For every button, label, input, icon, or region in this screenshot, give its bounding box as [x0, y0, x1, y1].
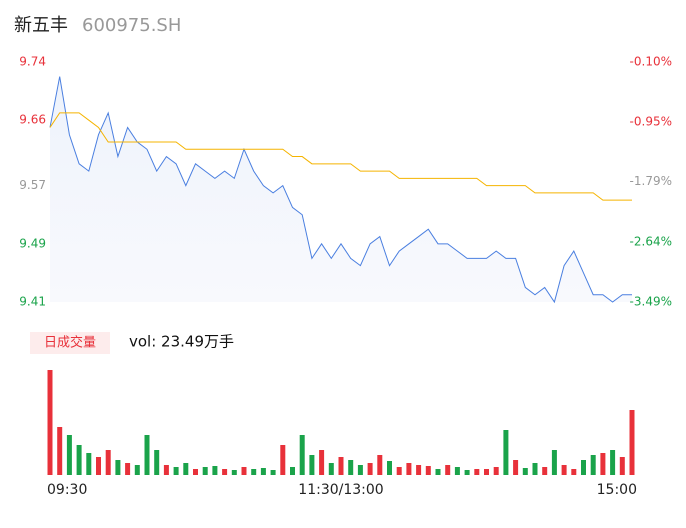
volume-bar — [367, 463, 373, 475]
volume-bar — [270, 470, 276, 475]
volume-bar — [406, 463, 412, 475]
y2-tick-label: -2.64% — [630, 234, 672, 248]
volume-bar — [299, 435, 305, 475]
volume-bar — [280, 445, 286, 475]
x-tick-label: 09:30 — [47, 482, 87, 498]
volume-bar — [377, 455, 383, 475]
volume-bar — [260, 468, 266, 475]
volume-bar — [445, 465, 451, 475]
volume-bar — [105, 450, 111, 475]
volume-bar — [222, 469, 228, 475]
volume-bar — [503, 430, 509, 475]
volume-bar — [464, 470, 470, 475]
volume-bar — [251, 469, 257, 475]
volume-bar — [532, 463, 538, 475]
volume-bar — [212, 466, 218, 475]
volume-bar — [551, 450, 557, 475]
volume-bar — [76, 445, 82, 475]
volume-bar — [125, 463, 131, 475]
volume-bar — [416, 465, 422, 475]
volume-bar — [66, 435, 72, 475]
volume-bar — [202, 467, 208, 475]
volume-bar — [619, 457, 625, 475]
volume-bar — [522, 468, 528, 475]
volume-bar — [396, 467, 402, 475]
volume-bar — [86, 453, 92, 475]
volume-bar — [542, 467, 548, 475]
volume-bar — [387, 461, 392, 475]
volume-bar — [231, 470, 237, 475]
volume-bar — [47, 370, 53, 475]
stock-code: 600975.SH — [82, 15, 181, 36]
volume-bar — [338, 457, 344, 475]
volume-tab-label[interactable]: 日成交量 — [44, 335, 96, 351]
volume-bar — [581, 460, 586, 475]
volume-bar — [610, 450, 616, 475]
volume-bar — [193, 469, 198, 475]
x-tick-label: 11:30/13:00 — [298, 482, 383, 498]
y2-tick-label: -3.49% — [630, 295, 672, 309]
volume-bar — [163, 465, 169, 475]
volume-bar — [425, 466, 431, 475]
price-line — [49, 112, 632, 201]
volume-bar — [144, 435, 150, 475]
volume-bar — [134, 465, 140, 475]
y2-tick-label: -1.79% — [630, 174, 672, 188]
volume-bar — [241, 467, 247, 475]
y-tick-label: 9.41 — [19, 295, 46, 309]
volume-bar — [96, 457, 101, 475]
y-tick-label: 9.49 — [19, 236, 46, 250]
volume-bar — [435, 469, 441, 475]
volume-bar — [290, 467, 295, 475]
volume-bar — [629, 410, 635, 475]
volume-bar — [474, 469, 480, 475]
volume-bar — [328, 463, 334, 475]
volume-bar — [57, 427, 63, 475]
volume-bar — [513, 460, 519, 475]
volume-bar — [561, 465, 567, 475]
price-line — [49, 76, 632, 304]
volume-bar — [348, 460, 354, 475]
stock-name: 新五丰 — [14, 15, 68, 36]
y-tick-label: 9.57 — [19, 178, 46, 192]
volume-bar — [590, 455, 596, 475]
volume-bar — [493, 467, 499, 475]
y-tick-label: 9.66 — [19, 113, 46, 127]
volume-tab[interactable] — [30, 332, 110, 354]
y2-tick-label: -0.95% — [630, 115, 672, 129]
volume-bar — [309, 455, 315, 475]
y-tick-label: 9.74 — [19, 55, 46, 69]
volume-bar — [357, 465, 363, 475]
volume-bar — [173, 467, 179, 475]
volume-bar — [571, 469, 577, 475]
price-area — [50, 76, 632, 302]
y2-tick-label: -0.10% — [630, 55, 672, 69]
x-tick-label: 15:00 — [597, 482, 637, 498]
volume-readout: vol: 23.49万手 — [129, 333, 234, 351]
volume-bar — [484, 469, 489, 475]
volume-bar — [319, 450, 325, 475]
volume-bar — [115, 460, 121, 475]
volume-bar — [454, 467, 460, 475]
volume-bar — [154, 450, 160, 475]
volume-bar — [183, 463, 189, 475]
volume-bar — [600, 453, 606, 475]
